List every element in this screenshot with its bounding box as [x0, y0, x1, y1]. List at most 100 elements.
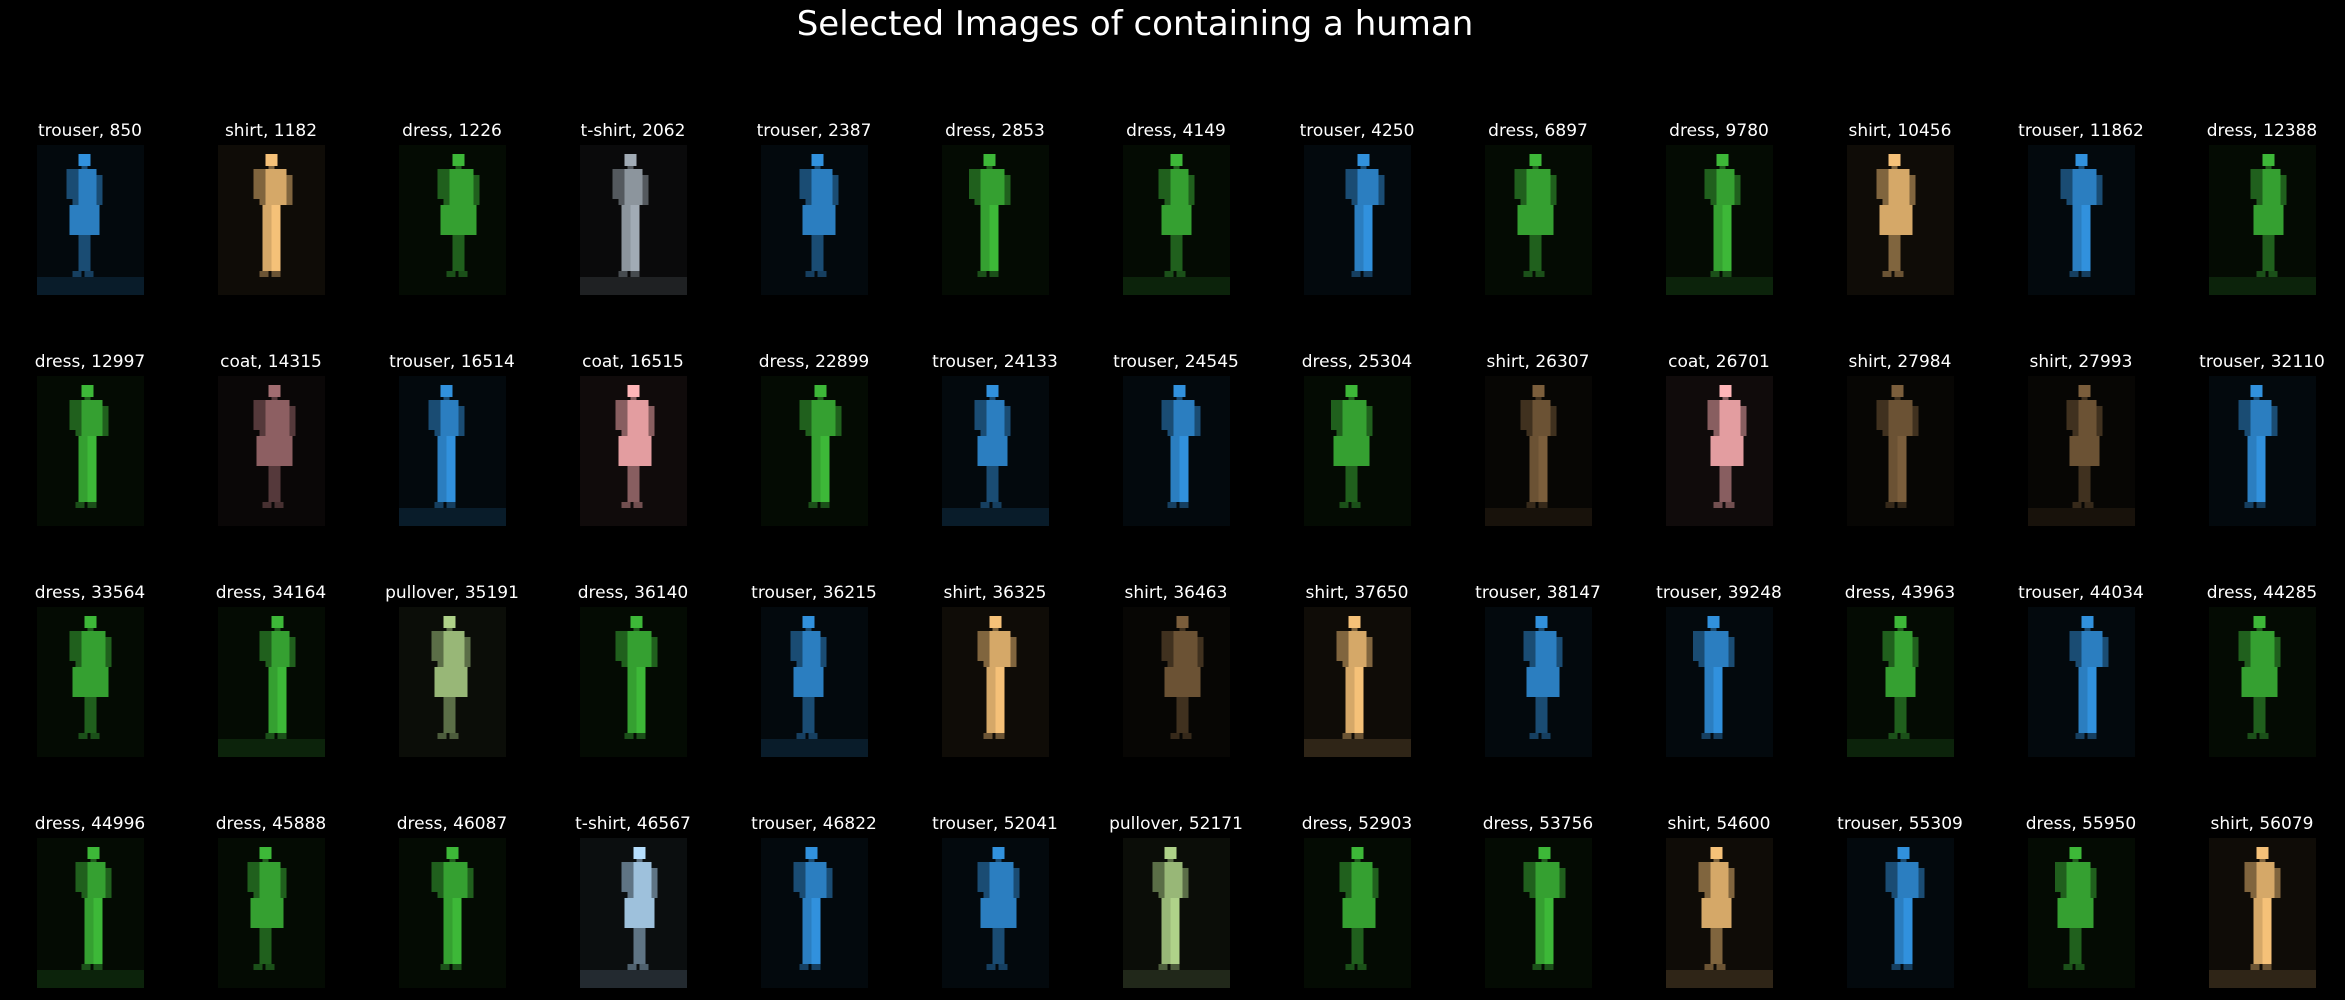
figure-head [1535, 616, 1548, 628]
human-thumbnail [399, 145, 506, 295]
image-floor [1123, 970, 1230, 988]
figure-arm-right [1194, 406, 1201, 436]
figure-arm-left [1514, 169, 1521, 199]
figure-arm-left [977, 631, 984, 661]
figure-foot-right [1176, 271, 1186, 277]
figure-foot-left [262, 502, 272, 508]
figure-arm-right [820, 637, 827, 667]
image-floor [1666, 277, 1773, 295]
figure-head [630, 616, 643, 628]
figure-foot-left [2069, 271, 2079, 277]
figure-foot-left [437, 733, 447, 739]
figure-neck [455, 166, 462, 169]
human-thumbnail [1847, 145, 1954, 295]
human-thumbnail [37, 145, 144, 295]
figure-foot-right [820, 502, 830, 508]
figure-neck [1351, 628, 1358, 631]
figure-leg-right [265, 928, 272, 964]
figure-neck [986, 166, 993, 169]
figure-leg-left [1535, 697, 1542, 733]
figure-neck [808, 859, 815, 862]
figure-skirt [793, 667, 824, 697]
figure-head [1170, 154, 1183, 166]
figure-torso [72, 169, 97, 205]
figure-torso-shade [1529, 631, 1536, 667]
human-thumbnail [37, 376, 144, 526]
figure-foot-right [90, 733, 100, 739]
figure-head [271, 616, 284, 628]
figure-leg-left [1161, 898, 1171, 964]
figure-leg-right [2256, 436, 2266, 502]
image-cell: dress, 36140 [543, 582, 723, 762]
figure-leg-right [446, 436, 456, 502]
figure-torso-shade [983, 631, 990, 667]
figure-arm-left [793, 862, 800, 892]
figure-foot-right [452, 964, 462, 970]
human-thumbnail [1304, 607, 1411, 757]
figure-arm-left [253, 400, 260, 430]
image-floor [2028, 508, 2135, 526]
figure-leg-left [1710, 928, 1717, 964]
figure-neck [1179, 628, 1186, 631]
figure-foot-left [1888, 733, 1898, 739]
figure-arm-right [1366, 406, 1373, 436]
human-thumbnail [218, 838, 325, 988]
figure-torso-shade [2060, 862, 2067, 898]
figure-torso-shade [1167, 400, 1174, 436]
image-floor [1123, 277, 1230, 295]
figure-foot-left [799, 964, 809, 970]
figure-arm-right [1366, 637, 1373, 667]
figure-leg-right [2081, 205, 2091, 271]
figure-foot-left [253, 964, 263, 970]
figure-foot-left [1351, 271, 1361, 277]
figure-head [1538, 847, 1551, 859]
figure-leg-right [1897, 436, 1907, 502]
image-cell: trouser, 36215 [724, 582, 904, 762]
image-cell: trouser, 32110 [2172, 351, 2345, 531]
figure-foot-left [618, 271, 628, 277]
figure-neck [446, 628, 453, 631]
figure-arm-right [96, 175, 103, 205]
figure-arm-right [280, 868, 287, 898]
figure-foot-right [87, 502, 97, 508]
image-cell: dress, 44996 [0, 813, 180, 993]
figure-leg-left [627, 466, 634, 502]
figure-neck [636, 859, 643, 862]
figure-arm-left [431, 631, 438, 661]
figure-leg-right [1354, 667, 1364, 733]
figure-foot-left [2063, 964, 2073, 970]
figure-torso-shade [2256, 169, 2263, 205]
image-floor [218, 739, 325, 757]
figure-torso-shade [980, 400, 987, 436]
figure-head [1719, 385, 1732, 397]
figure-foot-left [1342, 733, 1352, 739]
figure-arm-left [1692, 631, 1699, 661]
figure-foot-right [989, 271, 999, 277]
figure-skirt [624, 898, 655, 928]
figure-foot-right [1541, 733, 1551, 739]
image-floor [37, 277, 144, 295]
figure-foot-right [1182, 733, 1192, 739]
figure-arm-right [1734, 175, 1741, 205]
figure-foot-right [2259, 733, 2269, 739]
human-thumbnail [580, 145, 687, 295]
figure-head [443, 616, 456, 628]
image-cell: dress, 9780 [1629, 120, 1809, 300]
figure-neck [805, 628, 812, 631]
figure-foot-left [1339, 502, 1349, 508]
figure-head [2069, 847, 2082, 859]
figure-head [1894, 616, 1907, 628]
image-label: dress, 36140 [577, 583, 689, 603]
image-label: coat, 14315 [220, 352, 322, 372]
figure-leg-right [1176, 235, 1183, 271]
image-label: trouser, 36215 [751, 583, 877, 603]
figure-neck [1891, 166, 1898, 169]
figure-head [1532, 385, 1545, 397]
figure-skirt [802, 205, 836, 235]
figure-foot-right [1900, 733, 1910, 739]
figure-arm-left [790, 631, 797, 661]
figure-neck [2259, 859, 2266, 862]
figure-arm-right [467, 868, 474, 898]
figure-torso-shade [796, 631, 803, 667]
figure-neck [814, 166, 821, 169]
